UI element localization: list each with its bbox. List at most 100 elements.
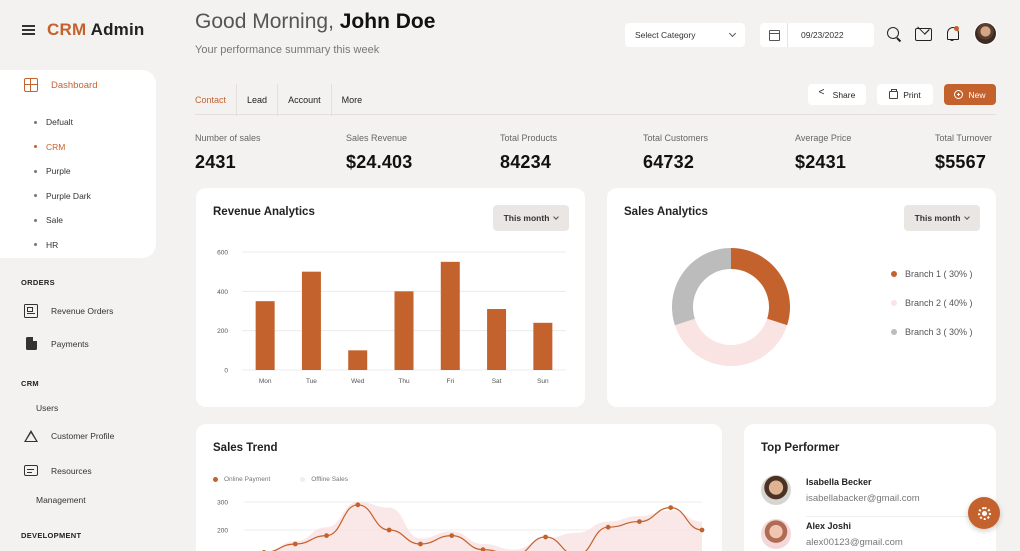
donut-slice[interactable] (672, 248, 731, 326)
orders-icon (24, 304, 38, 318)
category-select[interactable]: Select Category (625, 23, 745, 47)
tab-account[interactable]: Account (278, 84, 332, 116)
sidebar-item-resources[interactable]: Resources (24, 465, 92, 476)
legend-swatch (891, 328, 897, 335)
sidebar-subitem[interactable]: HR (34, 233, 91, 258)
bar[interactable] (487, 309, 507, 370)
page-subtitle: Your performance summary this week (195, 44, 380, 56)
performer-avatar (761, 519, 791, 549)
donut-slice[interactable] (674, 318, 788, 367)
user-avatar[interactable] (974, 22, 997, 45)
data-point[interactable] (480, 547, 486, 551)
sidebar: CRM Admin Dashboard Defualt CRM Purple Purp… (0, 0, 160, 551)
data-point[interactable] (355, 502, 361, 508)
bullet-icon (34, 169, 37, 173)
data-point[interactable] (324, 533, 329, 538)
data-point[interactable] (699, 527, 705, 533)
sidebar-subitem[interactable]: Sale (34, 208, 91, 233)
bar[interactable] (301, 271, 321, 370)
legend-swatch (891, 299, 897, 306)
sales-donut-chart (672, 248, 790, 367)
revenue-period-dropdown[interactable]: This month (493, 205, 569, 231)
tab-bar: Contact Lead Account More (195, 84, 372, 116)
x-tick-label: Thu (398, 378, 410, 385)
sales-period-dropdown[interactable]: This month (904, 205, 980, 231)
search-icon[interactable] (886, 26, 902, 42)
sidebar-item-users[interactable]: Users (36, 403, 59, 413)
data-point[interactable] (637, 519, 642, 524)
offline-sales-area (272, 502, 702, 551)
x-tick-label: Mon (259, 378, 272, 385)
bell-icon[interactable] (945, 26, 961, 42)
tab-more[interactable]: More (341, 95, 363, 105)
bullet-icon (34, 120, 37, 124)
section-label-orders: ORDERS (21, 278, 55, 287)
data-point[interactable] (418, 541, 423, 547)
bar[interactable] (394, 291, 414, 370)
printer-icon (889, 88, 899, 99)
sidebar-subitem[interactable]: Purple (34, 159, 91, 184)
x-tick-label: Sun (537, 378, 549, 385)
data-point[interactable] (668, 505, 674, 510)
revenue-analytics-card: Revenue Analytics This month 0 200 400 600 M… (196, 188, 585, 407)
sales-trend-card: Sales Trend Online Payment Offline Sales… (196, 424, 722, 551)
legend-label: Branch 3 ( 30% ) (905, 326, 973, 337)
stat-total-customers: Total Customers 64732 (643, 133, 709, 172)
bar[interactable] (348, 350, 368, 370)
sidebar-subitem[interactable]: Defualt (34, 110, 91, 135)
sidebar-subitem[interactable]: CRM (34, 135, 91, 160)
sales-trend-legend: Online Payment Offline Sales (213, 476, 348, 483)
payments-icon (25, 337, 37, 350)
bar[interactable] (255, 301, 275, 370)
tab-divider (195, 114, 996, 115)
sidebar-item-management[interactable]: Management (36, 495, 86, 505)
dashboard-menu: Dashboard Defualt CRM Purple Purple Dark Sal… (0, 70, 156, 258)
warning-icon (24, 430, 38, 442)
settings-fab-button[interactable] (968, 497, 1000, 529)
sidebar-item-dashboard[interactable]: Dashboard (24, 78, 97, 92)
y-tick-label: 300 (217, 500, 228, 507)
stat-total-products: Total Products 84234 (500, 133, 558, 172)
mail-icon[interactable] (915, 26, 932, 42)
data-point[interactable] (449, 533, 455, 538)
chevron-down-icon (728, 29, 737, 38)
x-tick-label: Wed (351, 378, 365, 385)
tab-contact[interactable]: Contact (195, 84, 238, 116)
hamburger-menu-icon[interactable] (22, 25, 35, 35)
data-point[interactable] (605, 524, 611, 530)
date-picker[interactable]: 09/23/2022 (760, 23, 874, 47)
data-point[interactable] (386, 527, 392, 533)
y-tick-label: 200 (217, 328, 228, 335)
resources-icon (24, 465, 38, 476)
y-tick-label: 0 (224, 368, 228, 375)
share-button[interactable]: Share (808, 84, 866, 105)
sidebar-subitem[interactable]: Purple Dark (34, 184, 91, 209)
performer-avatar (761, 475, 791, 505)
revenue-bar-chart: 0 200 400 600 Mon Tue Wed Thu Fri Sat Sun (217, 250, 566, 385)
sidebar-item-revenue-orders[interactable]: Revenue Orders (24, 304, 113, 318)
bullet-icon (34, 145, 37, 149)
tab-lead[interactable]: Lead (237, 84, 279, 116)
sidebar-item-payments[interactable]: Payments (24, 337, 89, 350)
y-tick-label: 200 (217, 528, 228, 535)
sidebar-item-customer-profile[interactable]: Customer Profile (24, 430, 114, 442)
x-tick-label: Tue (306, 378, 317, 385)
data-point[interactable] (292, 541, 298, 547)
donut-slice[interactable] (731, 248, 790, 326)
bar[interactable] (533, 322, 553, 370)
calendar-icon (760, 23, 788, 47)
dashboard-grid-icon (24, 78, 38, 92)
print-button[interactable]: Print (877, 84, 933, 105)
y-tick-label: 400 (217, 289, 228, 296)
legend-label: Branch 2 ( 40% ) (905, 297, 973, 308)
legend-item: Branch 3 ( 30% ) (891, 317, 973, 346)
data-point[interactable] (543, 534, 548, 540)
section-label-crm: CRM (21, 379, 39, 388)
bar[interactable] (440, 261, 460, 370)
legend-offline-sales: Offline Sales (300, 476, 348, 483)
top-performer-title: Top Performer (761, 442, 840, 454)
legend-online-payment: Online Payment (213, 476, 270, 483)
performer-row[interactable]: Isabella Becker isabellabacker@gmail.com (761, 475, 920, 505)
new-button[interactable]: New (944, 84, 996, 105)
performer-row[interactable]: Alex Joshi alex00123@gmail.com (761, 519, 903, 549)
